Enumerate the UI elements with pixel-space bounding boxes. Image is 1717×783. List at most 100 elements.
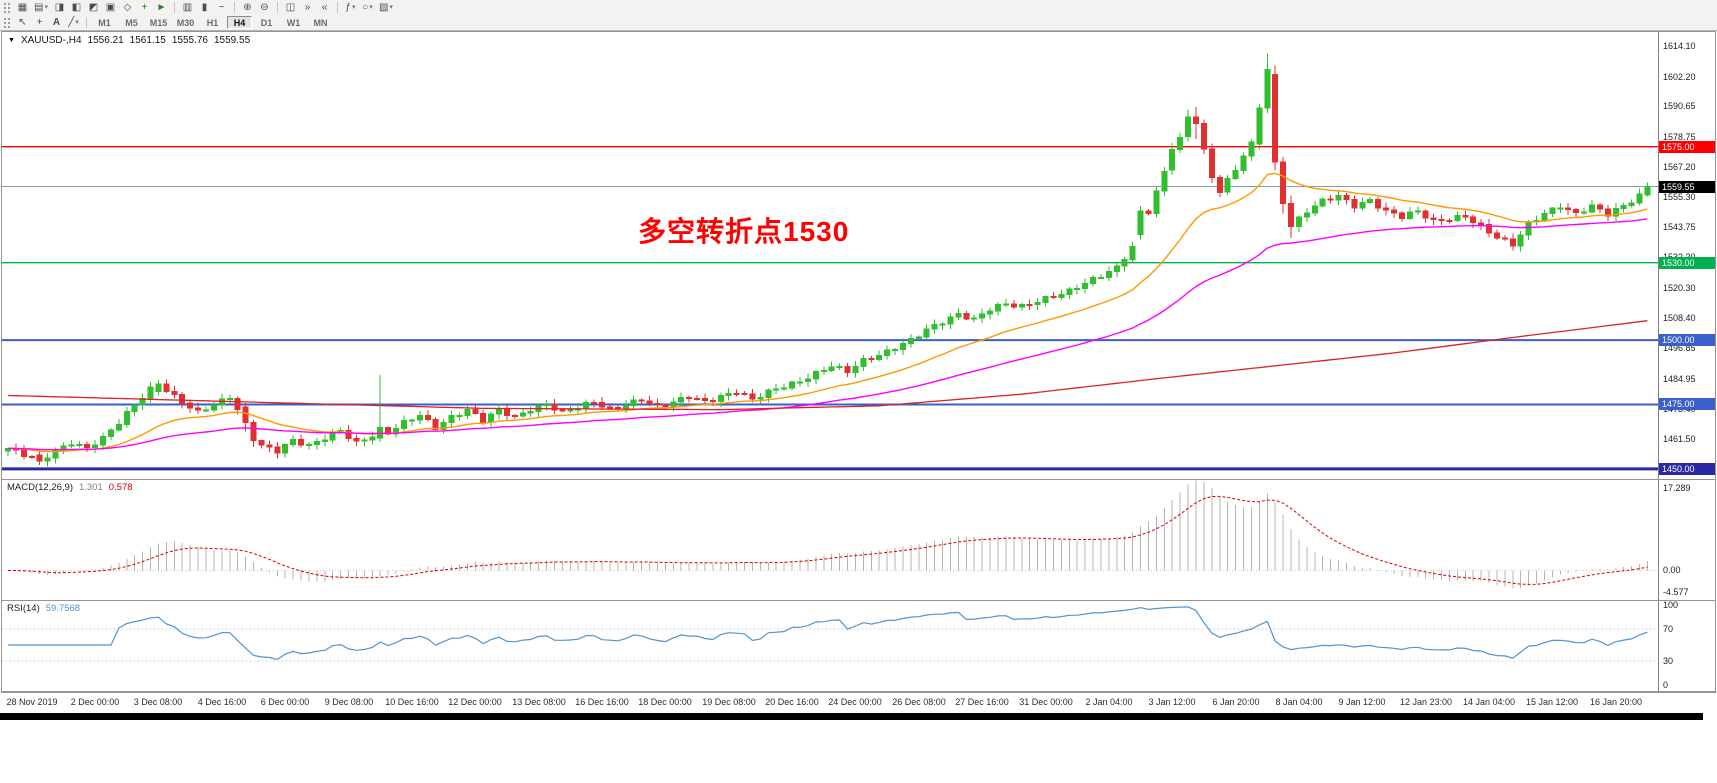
rsi-chart[interactable] — [2, 601, 1658, 690]
time-label: 20 Dec 16:00 — [765, 697, 819, 707]
toolbar-grip[interactable] — [4, 2, 10, 13]
time-label: 12 Dec 00:00 — [448, 697, 502, 707]
time-label: 19 Dec 08:00 — [702, 697, 756, 707]
time-label: 8 Jan 04:00 — [1275, 697, 1323, 707]
time-label: 6 Dec 00:00 — [260, 697, 310, 707]
timeframe-d1[interactable]: D1 — [260, 18, 273, 28]
time-label: 28 Nov 2019 — [6, 697, 58, 707]
rsi-value: 59.7568 — [45, 603, 81, 614]
time-label: 27 Dec 16:00 — [955, 697, 1009, 707]
time-label: 12 Jan 23:00 — [1399, 697, 1453, 707]
timeframe-m15[interactable]: M15 — [149, 18, 168, 28]
price-tick: 1461.50 — [1663, 434, 1696, 444]
toolbar-separator — [276, 2, 278, 13]
time-label: 31 Dec 00:00 — [1019, 697, 1073, 707]
auto-scroll-icon[interactable]: » — [304, 1, 311, 13]
indicators-icon[interactable]: ƒ ▾ — [345, 1, 356, 13]
profiles-icon[interactable]: ▤ ▾ — [34, 1, 48, 13]
price-tick: 1484.95 — [1663, 374, 1696, 384]
navigator-icon[interactable]: ◩ — [88, 1, 99, 13]
rsi-tick: 0 — [1663, 680, 1669, 690]
macd-tick: 17.289 — [1663, 483, 1691, 493]
text-label-icon[interactable]: A — [52, 16, 61, 28]
timeframe-m5[interactable]: M5 — [125, 18, 138, 28]
bar-chart-icon[interactable]: ▥ — [182, 1, 193, 13]
toolbar-separator — [233, 2, 235, 13]
time-label: 14 Jan 04:00 — [1462, 697, 1516, 707]
price-tick: 1578.75 — [1663, 132, 1696, 142]
time-label: 9 Dec 08:00 — [324, 697, 374, 707]
price-chart[interactable] — [2, 32, 1658, 479]
new-chart-icon[interactable]: ▦ — [17, 1, 28, 13]
price-tag-1450.00: 1450.00 — [1659, 463, 1715, 475]
autotrading-icon[interactable]: ► — [156, 1, 167, 13]
time-label: 24 Dec 00:00 — [828, 697, 882, 707]
terminal-icon[interactable]: ▣ — [105, 1, 116, 13]
ma-fast-line — [7, 172, 1648, 453]
macd-value-signal: 0.578 — [108, 482, 133, 493]
price-tag-1575.00: 1575.00 — [1659, 141, 1715, 153]
zoom-in-icon[interactable]: ⊕ — [243, 1, 252, 13]
time-label: 16 Dec 16:00 — [575, 697, 629, 707]
timeframe-m30[interactable]: M30 — [176, 18, 195, 28]
chart-panel[interactable]: ▼ XAUUSD-,H4 1556.21 1561.15 1555.76 155… — [1, 31, 1716, 480]
time-label: 15 Jan 12:00 — [1525, 697, 1579, 707]
zoom-out-icon[interactable]: ⊖ — [260, 1, 269, 13]
price-axis[interactable]: 1614.10 1602.20 1590.65 1578.75 1567.20 1555.… — [1658, 32, 1715, 479]
periods-icon[interactable]: ○ ▾ — [362, 1, 373, 13]
toolbar-separator — [336, 2, 338, 13]
macd-axis[interactable]: 17.289 0.00 -4.577 — [1658, 480, 1715, 600]
draw-tools-icon[interactable]: ╱ ▾ — [68, 16, 79, 28]
macd-tick: 0.00 — [1663, 565, 1681, 575]
time-label: 18 Dec 00:00 — [638, 697, 692, 707]
rsi-label: RSI(14) — [7, 603, 40, 614]
chart-shift-icon[interactable]: « — [321, 1, 328, 13]
timeframe-w1[interactable]: W1 — [286, 18, 301, 28]
rsi-line — [8, 606, 1648, 661]
strategy-tester-icon[interactable]: ◇ — [123, 1, 132, 13]
rsi-panel[interactable]: RSI(14) 59.7568 100 70 30 0 — [1, 601, 1716, 692]
chart-title: ▼ XAUUSD-,H4 1556.21 1561.15 1555.76 155… — [8, 35, 250, 46]
ohlc-low: 1555.76 — [171, 35, 208, 46]
symbol-menu-icon[interactable]: ▼ — [8, 37, 15, 44]
time-axis[interactable]: 28 Nov 2019 2 Dec 00:00 3 Dec 08:00 4 Dec 1… — [1, 692, 1716, 713]
market-watch-icon[interactable]: ◨ — [54, 1, 65, 13]
line-chart-icon[interactable]: ~ — [218, 1, 225, 13]
crosshair-icon[interactable]: + — [36, 16, 43, 28]
toolbar-grip[interactable] — [4, 17, 10, 28]
toolbar-separator — [86, 17, 87, 28]
time-label: 2 Jan 04:00 — [1085, 697, 1133, 707]
timeframe-m1[interactable]: M1 — [98, 18, 111, 28]
price-tick: 1520.30 — [1663, 283, 1696, 293]
rsi-tick: 100 — [1663, 601, 1679, 610]
toolbar-separator — [173, 2, 175, 13]
timeframe-h1[interactable]: H1 — [206, 18, 219, 28]
timeframe-h4[interactable]: H4 — [227, 16, 252, 29]
time-label: 9 Jan 12:00 — [1338, 697, 1386, 707]
templates-icon[interactable]: ▧ ▾ — [378, 1, 393, 13]
data-window-icon[interactable]: ◧ — [71, 1, 82, 13]
timeframe-mn[interactable]: MN — [313, 18, 328, 28]
new-order-icon[interactable]: + — [141, 1, 148, 13]
tile-windows-icon[interactable]: ◫ — [285, 1, 296, 13]
toolbar-row2: ↖ + A ╱ ▾ M1 M5 M15 M30 H1 H4 D1 W1 MN — [0, 15, 1717, 30]
horizontal-scrollbar[interactable] — [0, 713, 1703, 720]
rsi-indicator-label: RSI(14) 59.7568 — [7, 603, 86, 614]
macd-chart[interactable] — [2, 480, 1658, 599]
cursor-icon[interactable]: ↖ — [18, 16, 27, 28]
price-tick: 1567.20 — [1663, 162, 1696, 172]
macd-tick: -4.577 — [1663, 587, 1689, 597]
ma-slow-line — [7, 218, 1648, 451]
annotation-text[interactable]: 多空转折点1530 — [638, 216, 850, 247]
time-label: 13 Dec 08:00 — [512, 697, 566, 707]
candlestick-chart-icon[interactable]: ▮ — [201, 1, 208, 13]
macd-label: MACD(12,26,9) — [7, 482, 73, 493]
rsi-axis[interactable]: 100 70 30 0 — [1658, 601, 1715, 691]
price-tag-1475.00: 1475.00 — [1659, 398, 1715, 410]
macd-panel[interactable]: MACD(12,26,9) 1.301 0.578 17.289 0.00 -4.577 — [1, 480, 1716, 601]
price-tick: 1496.85 — [1663, 343, 1696, 353]
price-tick: 1508.40 — [1663, 313, 1696, 323]
rsi-tick: 30 — [1663, 656, 1674, 666]
price-tick: 1602.20 — [1663, 72, 1696, 82]
